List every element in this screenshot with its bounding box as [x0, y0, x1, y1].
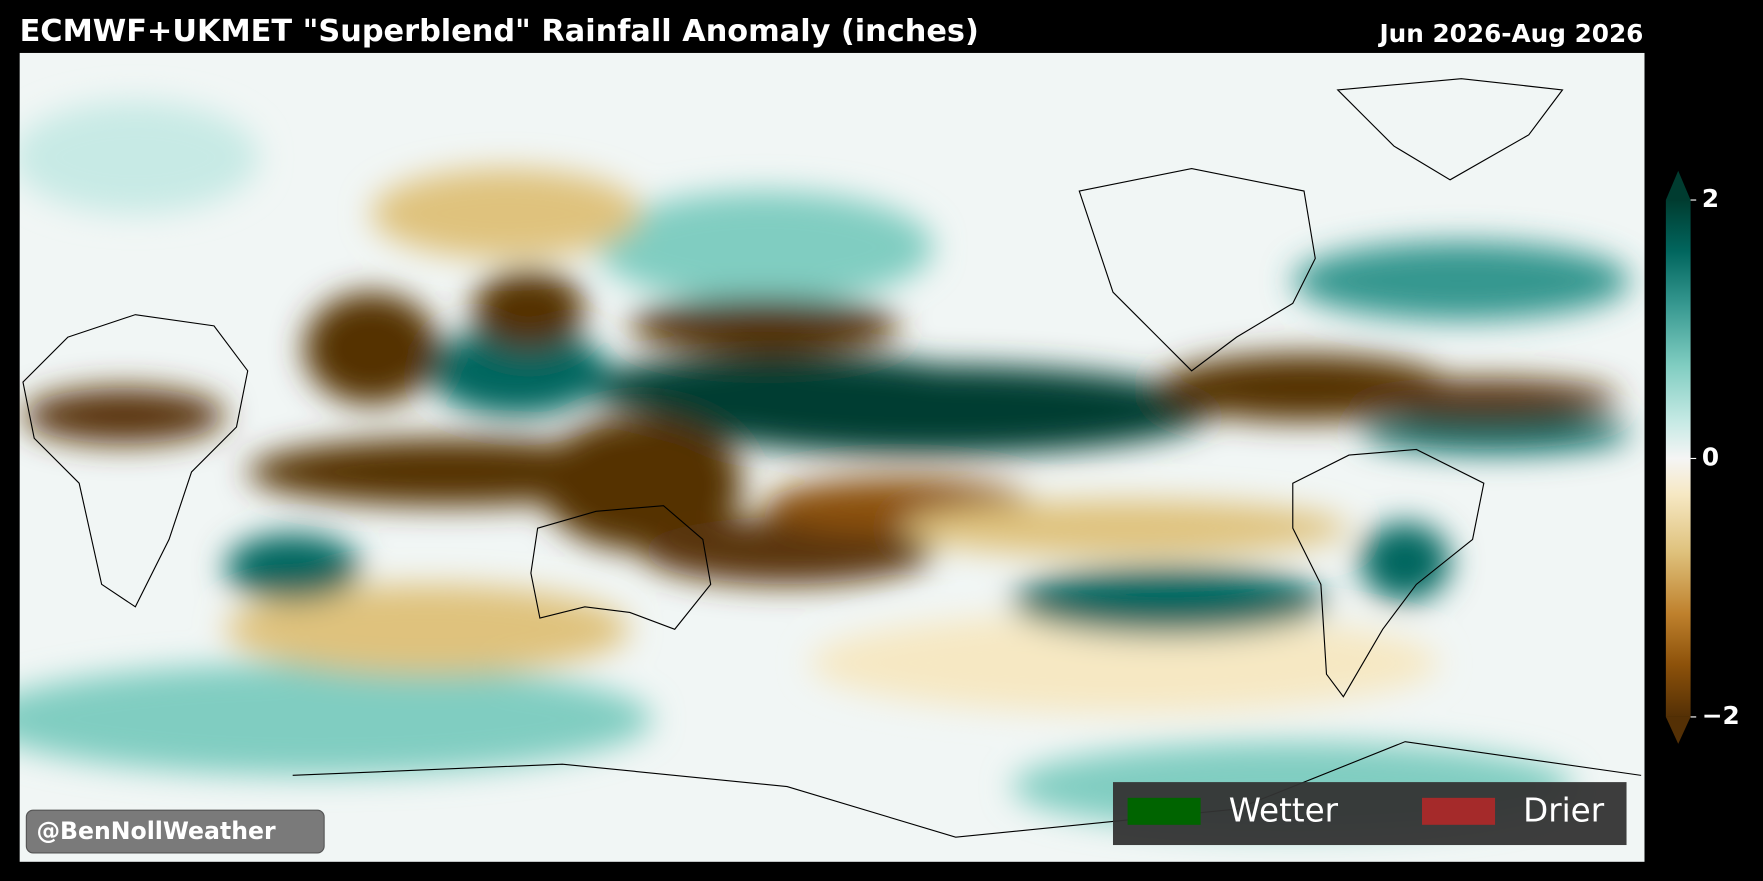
- legend-label: Wetter: [1229, 791, 1339, 829]
- legend-swatch: [1422, 797, 1496, 825]
- anomaly-field: [19, 101, 1630, 832]
- legend-swatch: [1127, 797, 1201, 825]
- colorbar-tick-label: 2: [1702, 184, 1719, 213]
- map: [19, 52, 1645, 862]
- colorbar-tick-label: 0: [1702, 442, 1719, 471]
- legend: Wetter Drier: [1112, 782, 1627, 846]
- colorbar-extend-top: [1665, 170, 1691, 201]
- colorbar-extend-bottom: [1665, 716, 1691, 744]
- period: Jun 2026-Aug 2026: [1377, 19, 1643, 48]
- coastlines: [22, 78, 1642, 838]
- watermark: @BenNollWeather: [25, 809, 325, 854]
- watermark-box: [25, 809, 325, 854]
- colorbar-tick-label: −2: [1702, 701, 1740, 730]
- colorbar-body: [1665, 200, 1691, 717]
- title: ECMWF+UKMET "Superblend" Rainfall Anomal…: [20, 14, 979, 49]
- watermark-text: @BenNollWeather: [36, 817, 276, 845]
- colorbar: 2 0 −2: [1665, 170, 1740, 744]
- legend-label: Drier: [1523, 791, 1605, 829]
